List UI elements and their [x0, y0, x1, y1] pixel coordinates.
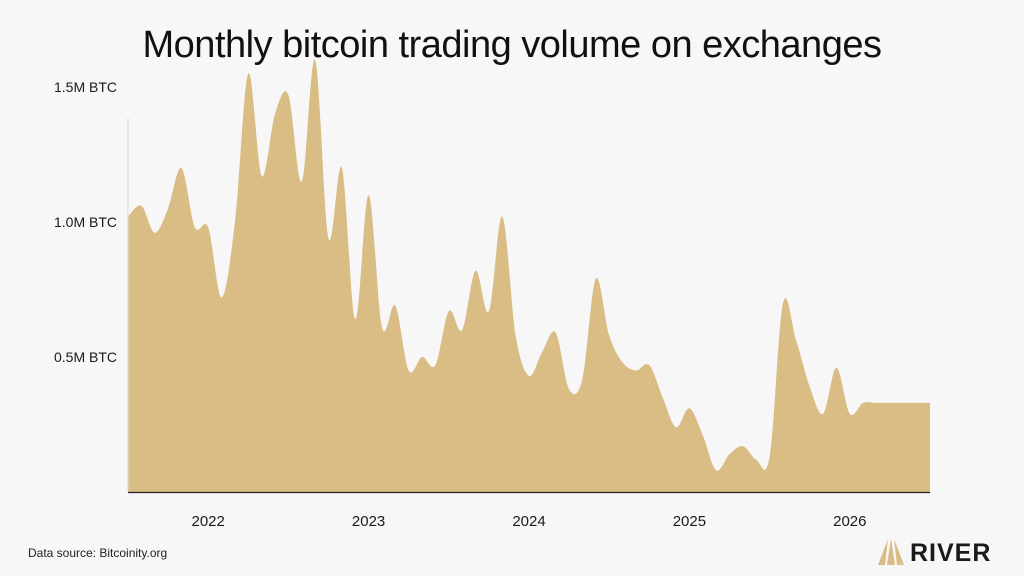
- x-tick-label: 2026: [833, 513, 866, 530]
- y-tick-label: 0.5M BTC: [54, 349, 117, 365]
- x-tick-label: 2024: [512, 513, 545, 530]
- brand-name: RIVER: [910, 539, 992, 567]
- brand-logo: RIVER: [876, 536, 1006, 568]
- x-tick-label: 2025: [673, 513, 706, 530]
- y-axis-ticks: 0.5M BTC 1.0M BTC 1.5M BTC: [54, 79, 117, 365]
- x-axis-ticks: 2022 2023 2024 2025 2026: [192, 513, 867, 530]
- x-tick-label: 2023: [352, 513, 385, 530]
- y-tick-label: 1.0M BTC: [54, 214, 117, 230]
- chart-title: Monthly bitcoin trading volume on exchan…: [142, 24, 882, 66]
- river-logo-icon: [878, 538, 904, 565]
- x-tick-label: 2022: [192, 513, 225, 530]
- plot-area: [127, 59, 930, 494]
- data-source-note: Data source: Bitcoinity.org: [28, 546, 168, 560]
- area-series-0: [128, 59, 930, 493]
- y-tick-label: 1.5M BTC: [54, 79, 117, 95]
